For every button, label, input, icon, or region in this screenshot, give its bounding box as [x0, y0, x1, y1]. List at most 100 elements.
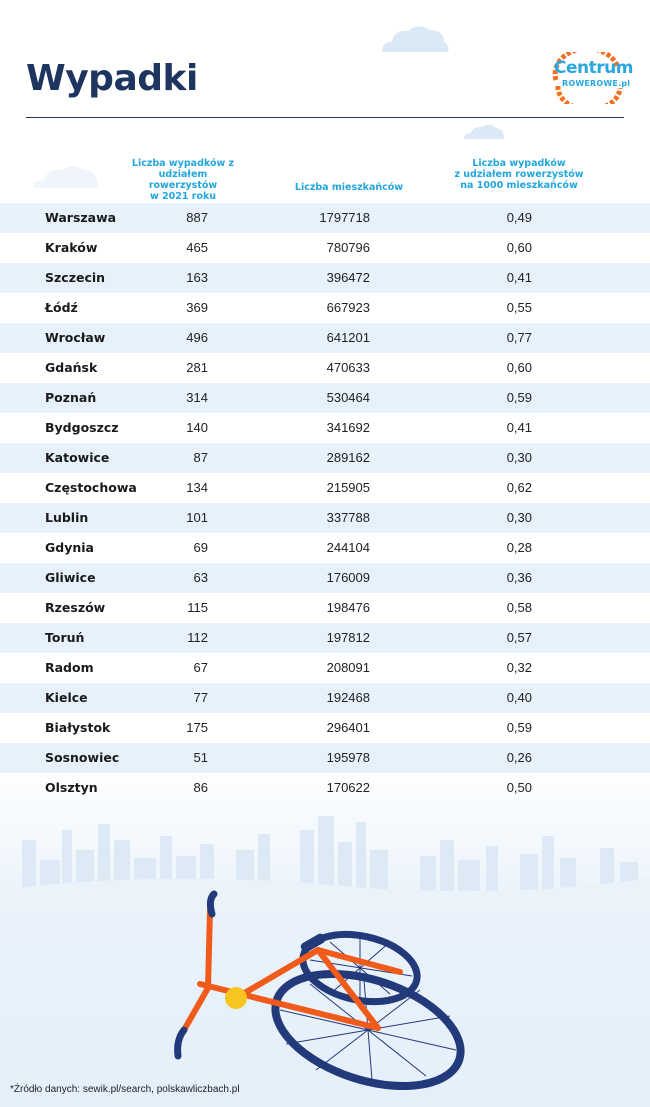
cloud-icon	[34, 166, 98, 188]
city-name: Poznań	[45, 390, 97, 405]
population-value: 667923	[326, 300, 370, 315]
table-row: Białystok 175 296401 0,59	[0, 713, 650, 743]
population-value: 289162	[326, 450, 370, 465]
accidents-value: 86	[193, 780, 208, 795]
population-value: 170622	[326, 780, 370, 795]
population-value: 195978	[326, 750, 370, 765]
city-name: Wrocław	[45, 330, 106, 345]
population-value: 641201	[326, 330, 370, 345]
table-row: Wrocław 496 641201 0,77	[0, 323, 650, 353]
rate-value: 0,60	[506, 240, 532, 255]
title-divider	[26, 117, 624, 118]
accidents-value: 69	[193, 540, 208, 555]
population-value: 1797718	[319, 210, 370, 225]
rate-value: 0,30	[506, 510, 532, 525]
table-row: Poznań 314 530464 0,59	[0, 383, 650, 413]
city-name: Radom	[45, 660, 94, 675]
accidents-value: 77	[193, 690, 208, 705]
table-row: Toruń 112 197812 0,57	[0, 623, 650, 653]
table-row: Kraków 465 780796 0,60	[0, 233, 650, 263]
accidents-value: 51	[193, 750, 208, 765]
rate-value: 0,55	[506, 300, 532, 315]
data-source-note: *Źródło danych: sewik.pl/search, polskaw…	[10, 1084, 240, 1095]
accidents-value: 496	[186, 330, 208, 345]
city-name: Białystok	[45, 720, 111, 735]
table-row: Częstochowa 134 215905 0,62	[0, 473, 650, 503]
cloud-icon	[464, 124, 504, 139]
logo-subtext: ROWEROWE.pl	[562, 79, 631, 88]
logo-text: Centrum	[554, 58, 633, 78]
rate-value: 0,58	[506, 600, 532, 615]
accidents-value: 63	[193, 570, 208, 585]
column-header-accidents-line: Liczba wypadków z	[131, 158, 235, 169]
column-header-accidents: Liczba wypadków z udziałem rowerzystów w…	[128, 158, 238, 202]
gear-logo-icon	[552, 52, 623, 104]
column-header-rate: Liczba wypadków z udziałem rowerzystów n…	[444, 158, 594, 191]
population-value: 296401	[326, 720, 370, 735]
rate-value: 0,62	[506, 480, 532, 495]
table-row: Olsztyn 86 170622 0,50	[0, 773, 650, 803]
city-name: Rzeszów	[45, 600, 106, 615]
table-row: Katowice 87 289162 0,30	[0, 443, 650, 473]
accidents-value: 115	[187, 600, 208, 615]
rate-value: 0,49	[506, 210, 532, 225]
population-value: 208091	[326, 660, 370, 675]
rate-value: 0,41	[506, 420, 532, 435]
accidents-value: 175	[186, 720, 208, 735]
population-value: 337788	[326, 510, 370, 525]
column-header-rate-line: na 1000 mieszkańców	[460, 180, 578, 191]
population-value: 470633	[326, 360, 370, 375]
column-header-rate-line: Liczba wypadków	[472, 158, 566, 169]
city-name: Olsztyn	[45, 780, 98, 795]
accidents-value: 314	[186, 390, 208, 405]
accidents-value: 87	[193, 450, 208, 465]
brand-logo: Centrum ROWEROWE.pl	[548, 52, 633, 104]
population-value: 780796	[326, 240, 370, 255]
city-name: Warszawa	[45, 210, 117, 225]
rate-value: 0,41	[506, 270, 532, 285]
city-name: Szczecin	[45, 270, 106, 285]
city-name: Kraków	[45, 240, 98, 255]
column-header-population: Liczba mieszkańców	[294, 182, 404, 193]
population-value: 176009	[326, 570, 370, 585]
population-value: 215905	[326, 480, 370, 495]
rate-value: 0,32	[506, 660, 532, 675]
table-row: Gliwice 63 176009 0,36	[0, 563, 650, 593]
rate-value: 0,59	[506, 390, 532, 405]
city-name: Kielce	[45, 690, 88, 705]
accidents-value: 163	[186, 270, 208, 285]
population-value: 244104	[326, 540, 370, 555]
table-row: Bydgoszcz 140 341692 0,41	[0, 413, 650, 443]
population-value: 341692	[326, 420, 370, 435]
column-header-accidents-line: w 2021 roku	[149, 191, 217, 202]
rate-value: 0,50	[506, 780, 532, 795]
column-header-rate-line: z udziałem rowerzystów	[454, 169, 584, 180]
table-row: Radom 67 208091 0,32	[0, 653, 650, 683]
city-name: Łódź	[45, 300, 78, 315]
fallen-bicycle-icon	[174, 890, 465, 1090]
city-skyline-icon	[0, 816, 650, 910]
city-name: Sosnowiec	[45, 750, 120, 765]
accidents-value: 369	[186, 300, 208, 315]
accidents-value: 67	[193, 660, 208, 675]
accidents-value: 140	[186, 420, 208, 435]
column-header-accidents-line: udziałem rowerzystów	[148, 169, 218, 191]
rate-value: 0,30	[506, 450, 532, 465]
accidents-value: 101	[186, 510, 208, 525]
table-row: Szczecin 163 396472 0,41	[0, 263, 650, 293]
population-value: 197812	[326, 630, 370, 645]
table-row: Rzeszów 115 198476 0,58	[0, 593, 650, 623]
cloud-icon	[382, 26, 449, 52]
rate-value: 0,77	[506, 330, 532, 345]
accidents-value: 465	[186, 240, 208, 255]
accidents-value: 281	[186, 360, 208, 375]
accidents-table: Warszawa 887 1797718 0,49 Kraków 465 780796 0,…	[0, 203, 650, 803]
accidents-value: 887	[186, 210, 208, 225]
rate-value: 0,40	[506, 690, 532, 705]
rate-value: 0,26	[506, 750, 532, 765]
accidents-value: 134	[186, 480, 208, 495]
city-name: Gdańsk	[45, 360, 98, 375]
rate-value: 0,36	[506, 570, 532, 585]
city-name: Lublin	[45, 510, 89, 525]
table-row: Kielce 77 192468 0,40	[0, 683, 650, 713]
